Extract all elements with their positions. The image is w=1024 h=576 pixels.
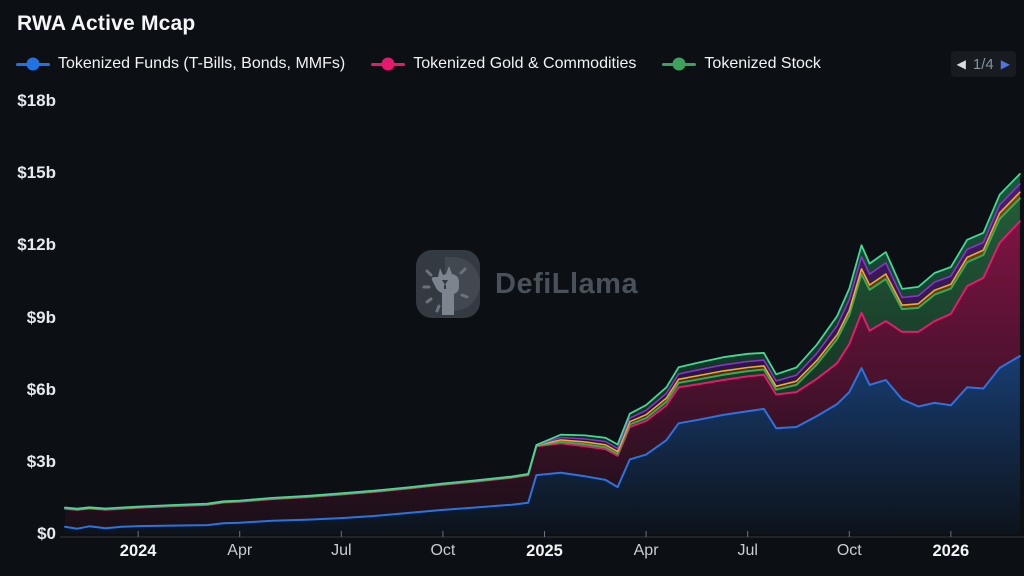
- legend-pagination: ◀ 1/4 ▶: [950, 51, 1016, 77]
- legend-marker-icon: [662, 57, 697, 71]
- legend-item-label: Tokenized Funds (T-Bills, Bonds, MMFs): [58, 55, 346, 72]
- y-tick-label: $15b: [17, 163, 56, 183]
- y-tick-label: $6b: [26, 379, 56, 399]
- x-tick-label: 2025: [526, 542, 563, 560]
- x-tick-label: Oct: [836, 542, 862, 559]
- y-tick-label: $3b: [26, 451, 56, 471]
- x-tick-label: Apr: [633, 542, 659, 559]
- x-tick-label: 2024: [119, 542, 157, 560]
- y-tick-label: $18b: [17, 91, 56, 110]
- legend-item-3[interactable]: Tokenized Stock: [662, 55, 821, 73]
- x-tick-label: 2026: [932, 542, 970, 560]
- page-indicator: 1/4: [972, 55, 994, 73]
- series-line-1: [64, 355, 1021, 530]
- area-band-1: [65, 356, 1020, 534]
- y-tick-label: $9b: [26, 307, 56, 327]
- legend-item-label: Tokenized Stock: [704, 55, 821, 72]
- legend-item-1[interactable]: Tokenized Funds (T-Bills, Bonds, MMFs): [16, 55, 345, 73]
- legend-item-2[interactable]: Tokenized Gold & Commodities: [371, 55, 636, 73]
- next-page-icon[interactable]: ▶: [1000, 57, 1010, 71]
- legend-marker-icon: [371, 57, 406, 71]
- legend-marker-icon: [16, 57, 50, 71]
- x-tick-label: Jul: [331, 542, 352, 559]
- area-band-2: [65, 221, 1020, 529]
- x-tick-label: Oct: [430, 542, 456, 559]
- area-band-3: [65, 198, 1020, 510]
- x-tick-label: Jul: [737, 542, 758, 559]
- chart-title: RWA Active Mcap: [17, 12, 196, 35]
- legend: Tokenized Funds (T-Bills, Bonds, MMFs) To…: [16, 51, 924, 77]
- legend-item-label: Tokenized Gold & Commodities: [413, 55, 637, 72]
- prev-page-icon[interactable]: ◀: [956, 57, 966, 71]
- x-tick-label: Apr: [227, 542, 253, 559]
- y-tick-label: $12b: [17, 235, 56, 255]
- y-tick-label: $0: [37, 524, 56, 543]
- series-line-6: [64, 173, 1021, 510]
